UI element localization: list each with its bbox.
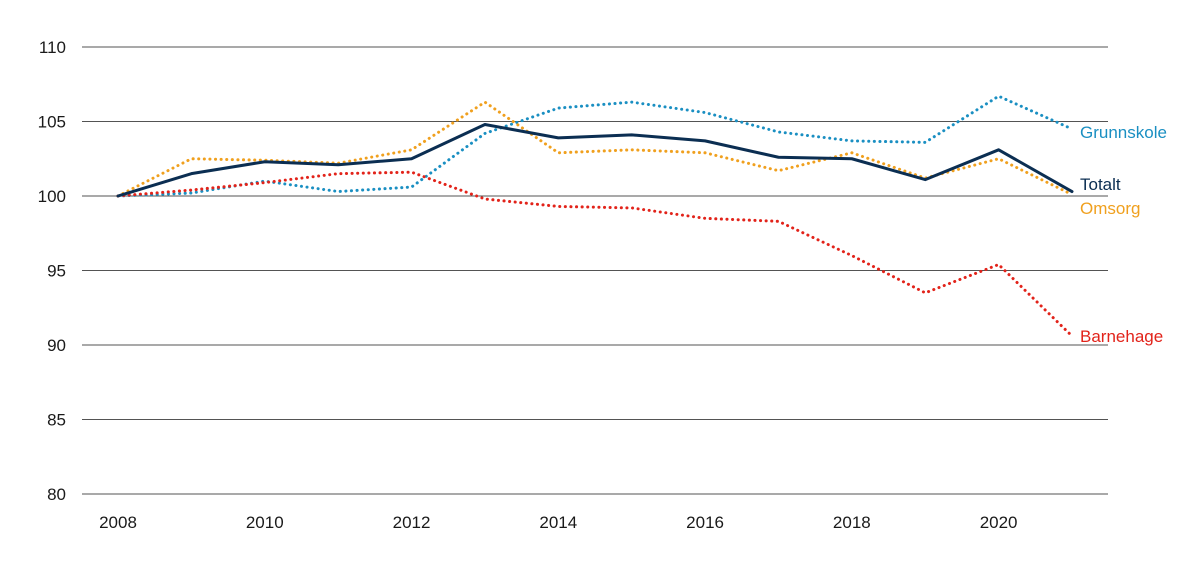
series-line-omsorg (116, 100, 1074, 198)
x-tick-label: 2020 (980, 513, 1018, 532)
series-label-grunnskole: Grunnskole (1080, 123, 1167, 142)
x-tick-label: 2016 (686, 513, 724, 532)
series-label-barnehage: Barnehage (1080, 327, 1163, 346)
y-tick-label: 80 (47, 485, 66, 504)
series-line-barnehage (116, 170, 1074, 338)
series-line-totalt (116, 122, 1074, 198)
y-tick-label: 110 (39, 38, 66, 57)
x-axis-ticks: 2008 2010 2012 2014 2016 2018 2020 (99, 513, 1017, 532)
series-lines (116, 94, 1074, 338)
x-tick-label: 2008 (99, 513, 137, 532)
y-axis-ticks: 80 85 90 95 100 105 110 (38, 38, 66, 504)
x-tick-label: 2012 (393, 513, 431, 532)
series-label-omsorg: Omsorg (1080, 199, 1140, 218)
y-tick-label: 90 (47, 336, 66, 355)
x-tick-label: 2018 (833, 513, 871, 532)
x-tick-label: 2010 (246, 513, 284, 532)
series-labels: Grunnskole Totalt Omsorg Barnehage (1080, 123, 1167, 346)
y-tick-label: 100 (38, 187, 66, 206)
y-tick-label: 105 (38, 113, 66, 132)
x-tick-label: 2014 (539, 513, 577, 532)
series-line-grunnskole (116, 94, 1074, 198)
series-label-totalt: Totalt (1080, 175, 1121, 194)
gridlines (82, 46, 1108, 495)
y-tick-label: 85 (47, 411, 66, 430)
y-tick-label: 95 (47, 262, 66, 281)
